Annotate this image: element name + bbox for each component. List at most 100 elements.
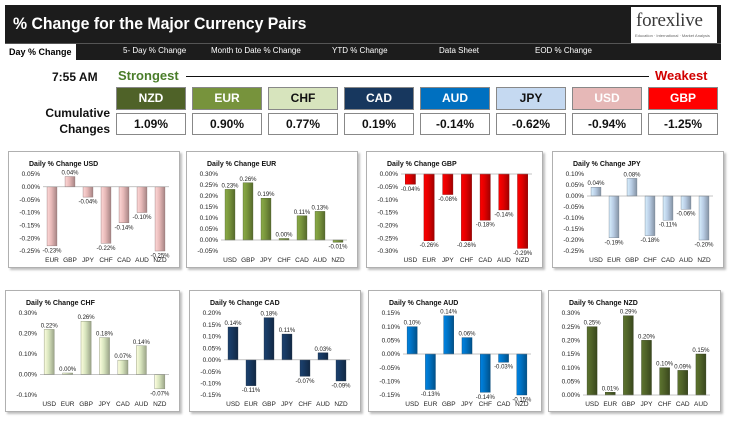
tab-data-sheet[interactable]: Data Sheet [439,46,480,55]
x-category-label: GBP [241,257,255,264]
bar-chf [299,359,311,377]
x-category-label: AUD [694,401,708,408]
bar-gbp [263,317,275,361]
x-category-label: CHF [298,401,311,408]
data-label: -0.19% [604,240,624,246]
currency-box-chf: CHF 0.77% [268,87,338,135]
x-category-label: USD [589,257,603,264]
bar-chf [659,367,670,396]
currency-change: 0.19% [344,113,414,135]
currency-code: USD [572,87,642,110]
bar-nzd [517,173,528,249]
chart-panel-aud[interactable]: Daily % Change AUD 0.15% 0.10% 0.05% 0.00% -0… [368,290,542,412]
cumulative-changes-label: Cumulative Changes [38,105,110,137]
data-label: 0.11% [294,210,311,216]
bar-nzd [332,239,344,243]
bar-gbp [623,315,634,396]
x-category-label: NZD [153,401,167,408]
weakest-label: Weakest [655,68,708,83]
bar-chart-svg: Daily % Change USD 0.05% 0.00% -0.05% -0.10%… [19,161,170,264]
tab-5-day-change[interactable]: 5- Day % Change [123,46,187,55]
x-category-label: CAD [117,257,131,264]
currency-box-jpy: JPY -0.62% [496,87,566,135]
bar-aud [498,173,510,211]
bar-chf [480,353,491,393]
y-tick-label: -0.30% [377,248,398,255]
y-tick-label: 0.00% [19,372,38,379]
data-label: 0.09% [674,364,692,370]
tab-month-to-date-change[interactable]: Month to Date % Change [211,46,301,55]
chart-title: Daily % Change GBP [387,161,457,168]
bar-cad [479,173,491,221]
bar-chart-svg: Daily % Change NZD0.30%0.25%0.20%0.15%0.… [562,300,711,408]
data-label: -0.22% [96,246,116,252]
bar-nzd [335,359,347,382]
x-category-label: USD [403,257,417,264]
chart-panel-gbp[interactable]: Daily % Change GBP 0.00% -0.05% -0.10% -0.15… [366,151,543,268]
chart-panel-jpy[interactable]: Daily % Change JPY 0.10% 0.05% 0.00% -0.05% -… [552,151,724,268]
bar-eur [46,186,58,247]
currency-change: -0.94% [572,113,642,135]
x-category-label: JPY [99,401,112,408]
chart-panel-nzd[interactable]: Daily % Change NZD 0.30% 0.25% 0.20% 0.15% 0.… [548,290,721,412]
data-label: 0.18% [96,332,114,338]
bar-aud [136,345,147,375]
tab-eod-change[interactable]: EOD % Change [535,46,592,55]
bar-chf [644,195,656,236]
bar-usd [224,189,236,241]
timestamp: 7:55 AM [52,70,98,84]
bar-eur [245,359,257,386]
bar-chf [100,186,112,244]
logo-tagline: Education · International · Market Analy… [635,33,710,38]
bar-chf [461,173,472,241]
x-category-label: USD [585,401,599,408]
y-tick-label: 0.05% [562,379,581,386]
chart-panel-cad[interactable]: Daily % Change CAD 0.20% 0.15% 0.10% 0.05% 0.… [189,290,361,412]
data-label: -0.10% [132,215,152,221]
bar-aud [680,195,692,210]
bar-jpy [99,337,110,375]
chart-panel-eur[interactable]: Daily % Change EUR 0.30% 0.25% 0.20% 0.15% 0.… [186,151,358,268]
currency-code: EUR [192,87,262,110]
y-tick-label: -0.10% [19,210,40,217]
y-tick-label: -0.15% [200,392,221,399]
currency-change: 0.90% [192,113,262,135]
bar-usd [590,187,602,197]
x-category-label: NZD [334,401,348,408]
x-category-label: NZD [516,257,530,264]
tab-ytd-change[interactable]: YTD % Change [332,46,388,55]
currency-change: -1.25% [648,113,718,135]
y-tick-label: 0.20% [203,310,222,317]
bar-nzd [516,353,528,396]
y-tick-label: 0.05% [566,182,585,189]
tab-day-change[interactable]: Day % Change [5,44,76,60]
x-category-label: CHF [277,257,290,264]
x-category-label: CHF [643,257,656,264]
data-label: 0.04% [61,171,79,177]
chart-panel-usd[interactable]: Daily % Change USD 0.05% 0.00% -0.05% -0.10%… [8,151,180,268]
forexlive-logo[interactable]: forexlive Education · International · Ma… [631,7,717,43]
y-tick-label: -0.05% [197,248,218,255]
data-label: 0.20% [638,334,656,340]
bar-gbp [80,321,92,375]
bar-jpy [461,337,473,355]
data-label: 0.13% [311,205,329,211]
bar-aud [314,211,326,241]
currency-code: GBP [648,87,718,110]
chart-panel-chf[interactable]: Daily % Change CHF 0.30% 0.20% 0.10% 0.00% -0… [5,290,180,412]
bar-cad [677,370,688,396]
y-tick-label: 0.10% [566,171,585,178]
y-tick-label: 0.20% [19,331,38,338]
x-category-label: GBP [442,401,456,408]
data-label: 0.11% [279,328,296,334]
bar-cad [118,186,130,223]
y-tick-label: -0.20% [19,235,40,242]
data-label: 0.04% [587,181,605,187]
y-tick-label: -0.10% [16,392,37,399]
data-label: -0.14% [476,395,496,401]
data-label: -0.08% [438,197,458,203]
y-tick-label: 0.20% [200,193,219,200]
x-category-label: CAD [661,257,675,264]
data-label: 0.22% [41,323,59,329]
x-category-label: CAD [116,401,130,408]
